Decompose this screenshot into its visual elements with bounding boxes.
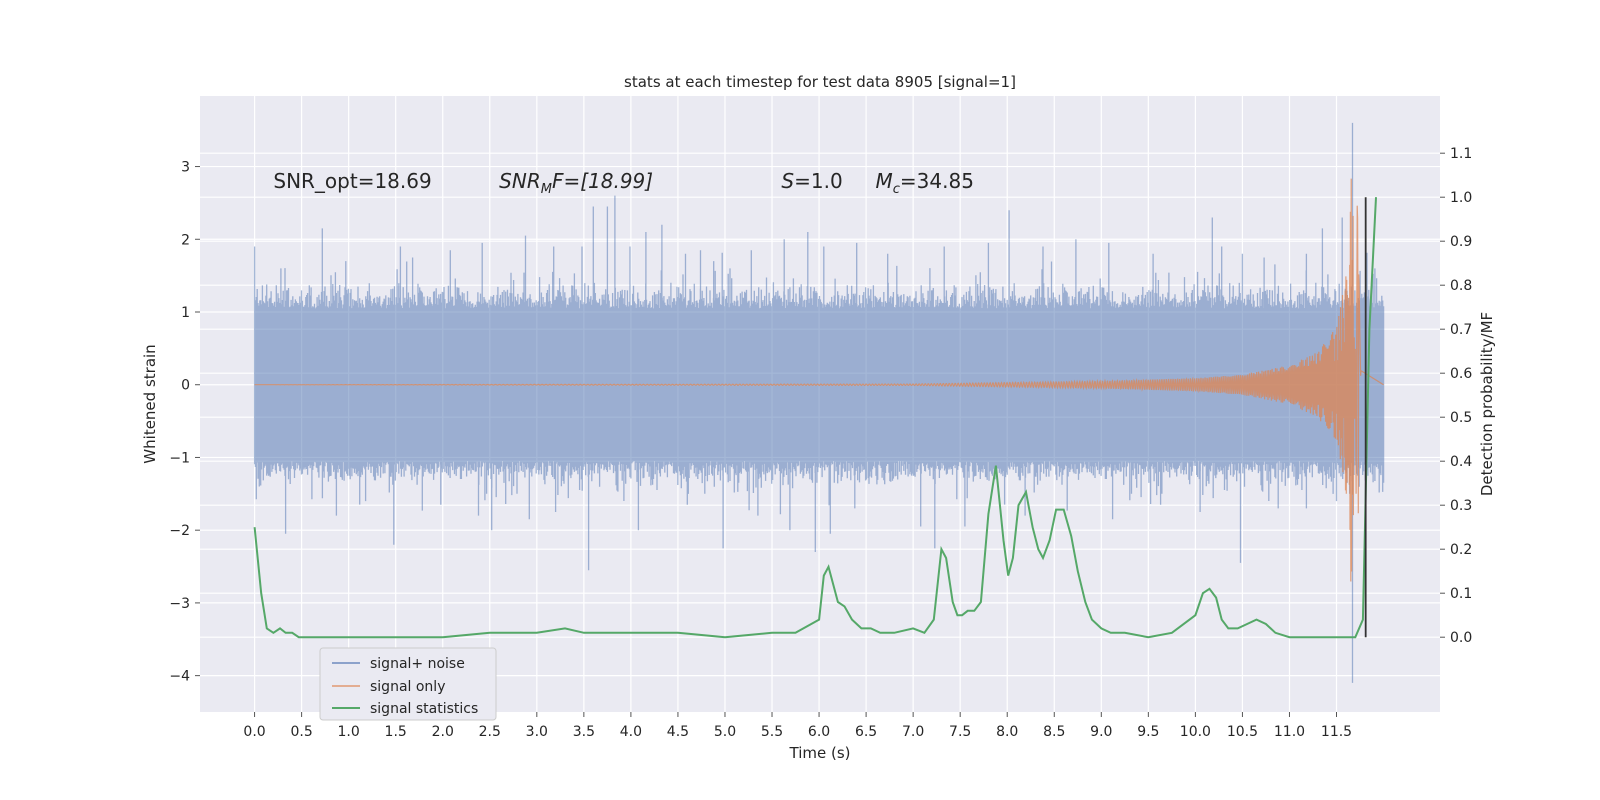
y-tick-label: −2	[169, 523, 190, 539]
annotation-text: SNRMF=[18.99]	[499, 169, 653, 197]
y2-tick-label: 0.3	[1450, 498, 1472, 514]
series-layer	[253, 122, 1385, 683]
annotation-main: S	[781, 169, 794, 193]
annotation-main: SNR_opt=18.69	[273, 169, 431, 193]
x-tick-label: 0.5	[290, 724, 312, 740]
annotation-tail: =1.0	[794, 169, 843, 193]
y2-tick-labels: 0.0 0.1 0.2 0.3 0.4 0.5 0.6 0.7 0.8 0.9 1.0 1.1	[1440, 146, 1472, 646]
legend-label-signal-only: signal only	[370, 679, 445, 695]
y2-tick-label: 0.9	[1450, 234, 1472, 250]
y2-tick-label: 1.0	[1450, 190, 1472, 206]
x-tick-label: 1.5	[385, 724, 407, 740]
x-tick-label: 10.0	[1180, 724, 1211, 740]
y2-tick-label: 0.0	[1450, 630, 1472, 646]
x-tick-label: 6.5	[855, 724, 877, 740]
y2-tick-label: 0.2	[1450, 542, 1472, 558]
y-tick-label: 2	[181, 232, 190, 248]
series-signal-statistics	[253, 197, 1377, 639]
x-tick-label: 10.5	[1227, 724, 1258, 740]
annotation-text: SNR_opt=18.69	[273, 169, 431, 193]
annotation-text: Mc=34.85	[876, 169, 974, 197]
x-tick-labels: 0.0 0.5 1.0 1.5 2.0 2.5 3.0 3.5 4.0 4.5 5.0 5.5 6.0 6…	[243, 712, 1352, 740]
y-tick-label: 3	[181, 160, 190, 176]
x-tick-label: 9.0	[1090, 724, 1112, 740]
y-tick-label: 1	[181, 305, 190, 321]
x-tick-label: 5.5	[761, 724, 783, 740]
annotation-tail: =34.85	[900, 169, 974, 193]
x-tick-label: 7.5	[949, 724, 971, 740]
x-tick-label: 3.0	[526, 724, 548, 740]
annotation-text: S=1.0	[781, 169, 842, 193]
x-tick-label: 4.0	[620, 724, 642, 740]
y-tick-label: 0	[181, 378, 190, 394]
y-tick-label: −1	[169, 450, 190, 466]
y2-tick-label: 0.5	[1450, 410, 1472, 426]
y2-tick-label: 0.6	[1450, 366, 1472, 382]
x-tick-label: 11.0	[1274, 724, 1305, 740]
annotation-tail: F=[18.99]	[552, 169, 653, 193]
y-tick-label: −4	[169, 669, 190, 685]
x-tick-label: 8.5	[1043, 724, 1065, 740]
annotation-main: SNR	[499, 169, 541, 193]
x-tick-label: 9.5	[1137, 724, 1159, 740]
legend-box	[319, 647, 497, 721]
x-tick-label: 8.0	[996, 724, 1018, 740]
y-tick-labels: −4 −3 −2 −1 0 1 2 3	[169, 160, 200, 685]
annotation-subscript: M	[541, 182, 552, 197]
x-tick-label: 5.0	[714, 724, 736, 740]
x-tick-label: 11.5	[1321, 724, 1352, 740]
y2-tick-label: 0.1	[1450, 586, 1472, 602]
y2-tick-label: 0.8	[1450, 278, 1472, 294]
chart-title: stats at each timestep for test data 890…	[624, 73, 1016, 91]
x-tick-label: 1.0	[338, 724, 360, 740]
legend: signal+ noise signal only signal statist…	[319, 647, 497, 721]
series-signal-only	[254, 178, 1384, 582]
x-tick-label: 3.5	[573, 724, 595, 740]
y-axis-label: Whitened strain	[141, 344, 159, 463]
legend-label-signal-statistics: signal statistics	[370, 701, 478, 717]
legend-label-signal-noise: signal+ noise	[370, 656, 465, 672]
x-axis-label: Time (s)	[789, 744, 851, 762]
annotations: SNR_opt=18.69 SNRMF=[18.99] S=1.0 Mc=34.85	[273, 169, 974, 197]
y2-tick-label: 0.4	[1450, 454, 1472, 470]
x-tick-label: 7.0	[902, 724, 924, 740]
annotation-main: M	[876, 169, 893, 193]
x-tick-label: 2.5	[479, 724, 501, 740]
annotation-subscript: c	[893, 182, 900, 197]
x-tick-label: 0.0	[243, 724, 265, 740]
x-tick-label: 6.0	[808, 724, 830, 740]
x-tick-label: 4.5	[667, 724, 689, 740]
y2-tick-label: 0.7	[1450, 322, 1472, 338]
y-tick-label: −3	[169, 596, 190, 612]
y2-axis-label: Detection probability/MF	[1478, 312, 1496, 496]
x-tick-label: 2.0	[432, 724, 454, 740]
y2-tick-label: 1.1	[1450, 146, 1472, 162]
